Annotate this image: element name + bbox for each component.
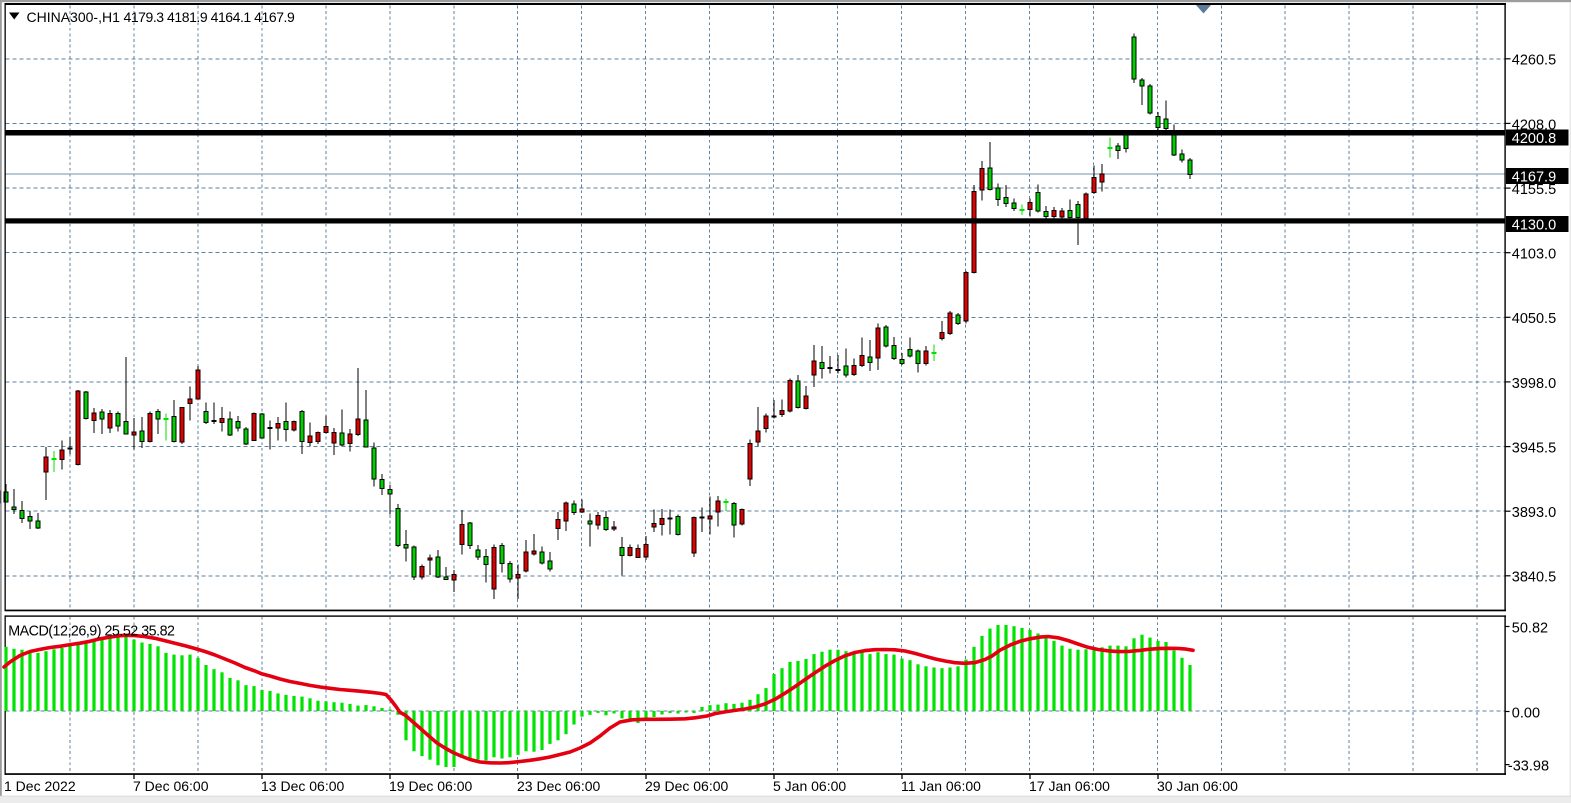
svg-text:3893.0: 3893.0 [1512,505,1556,521]
svg-text:4050.5: 4050.5 [1512,311,1556,327]
svg-text:30 Jan 06:00: 30 Jan 06:00 [1157,778,1238,794]
svg-text:0.00: 0.00 [1512,705,1540,721]
svg-text:4179.3 4181.9 4164.1 4167.9: 4179.3 4181.9 4164.1 4167.9 [124,9,295,25]
svg-text:23 Dec 06:00: 23 Dec 06:00 [517,778,600,794]
svg-text:4200.8: 4200.8 [1512,131,1556,147]
svg-text:4130.0: 4130.0 [1512,217,1556,233]
svg-text:50.82: 50.82 [1512,620,1548,636]
svg-text:-33.98: -33.98 [1508,759,1549,775]
svg-text:4260.5: 4260.5 [1512,53,1556,69]
svg-text:29 Dec 06:00: 29 Dec 06:00 [645,778,728,794]
svg-text:11 Jan 06:00: 11 Jan 06:00 [901,778,981,794]
svg-text:MACD(12,26,9) 25.52 35.82: MACD(12,26,9) 25.52 35.82 [8,624,175,640]
svg-text:19 Dec 06:00: 19 Dec 06:00 [389,778,472,794]
svg-text:3998.0: 3998.0 [1512,376,1556,392]
svg-text:3840.5: 3840.5 [1512,570,1556,586]
svg-text:1 Dec 2022: 1 Dec 2022 [4,778,76,794]
svg-text:4208.0: 4208.0 [1512,117,1556,133]
svg-text:5 Jan 06:00: 5 Jan 06:00 [773,778,846,794]
svg-text:3945.5: 3945.5 [1512,441,1556,457]
svg-text:CHINA300-,H1: CHINA300-,H1 [27,9,121,25]
svg-text:4155.5: 4155.5 [1512,182,1556,198]
svg-text:17 Jan 06:00: 17 Jan 06:00 [1029,778,1110,794]
svg-text:4103.0: 4103.0 [1512,247,1556,263]
svg-text:4167.9: 4167.9 [1512,169,1556,185]
svg-text:7 Dec 06:00: 7 Dec 06:00 [133,778,209,794]
svg-text:13 Dec 06:00: 13 Dec 06:00 [261,778,344,794]
